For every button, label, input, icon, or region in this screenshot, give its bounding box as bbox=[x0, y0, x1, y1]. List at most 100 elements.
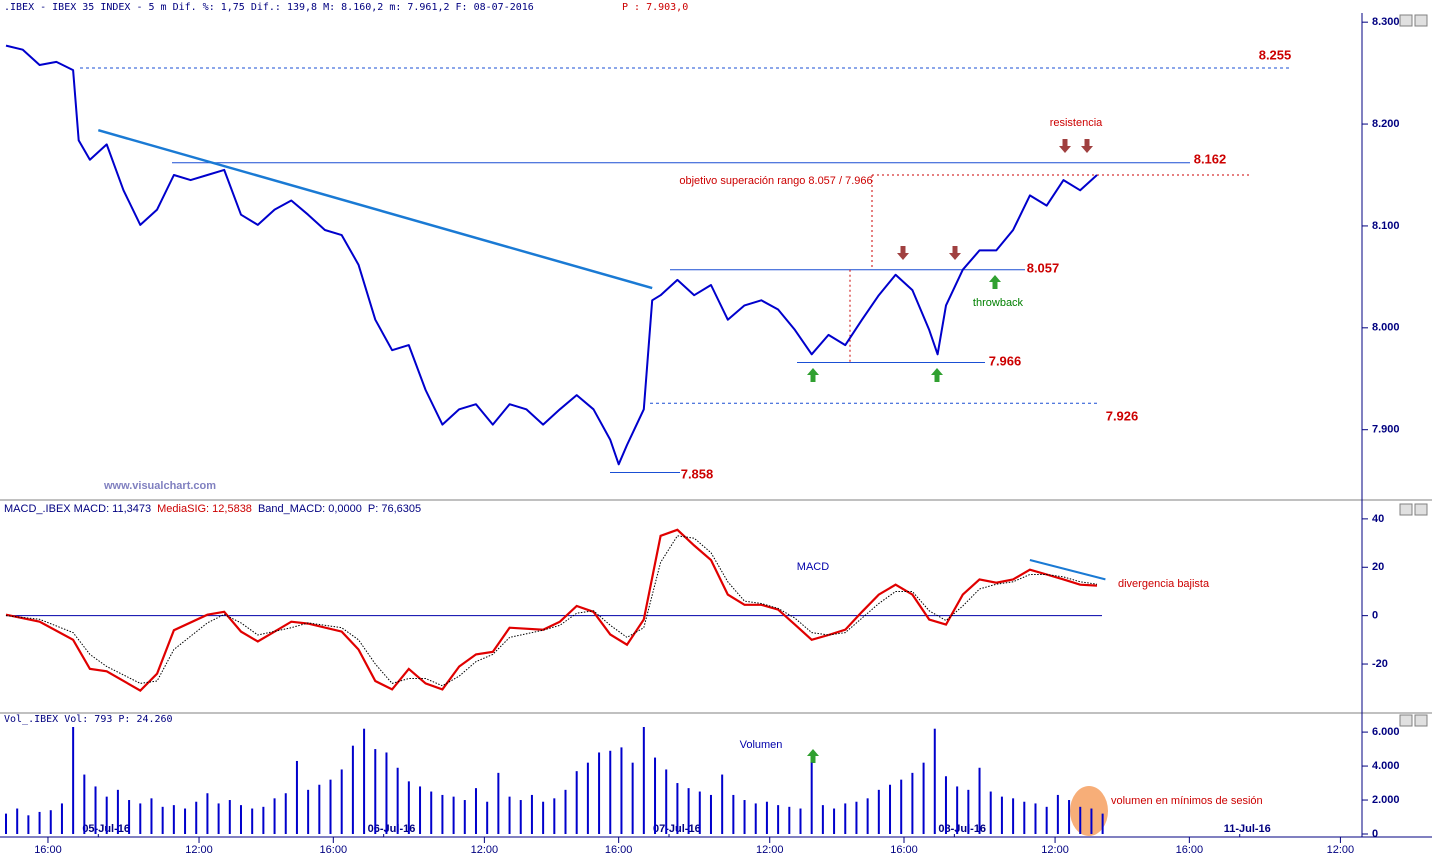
volume-bar bbox=[732, 794, 735, 834]
volume-bar bbox=[508, 796, 511, 834]
volume-bar bbox=[72, 727, 75, 834]
volume-bar bbox=[474, 788, 477, 834]
close-button[interactable] bbox=[1414, 14, 1428, 27]
date-label: 08-Jul-16 bbox=[938, 823, 986, 835]
volume-bar bbox=[295, 760, 298, 834]
volume-bar bbox=[262, 806, 265, 834]
volume-bar bbox=[351, 745, 354, 834]
up-arrow bbox=[931, 368, 943, 382]
volume-bar bbox=[217, 803, 220, 834]
volume-bar bbox=[206, 793, 209, 834]
x-tick-label: 12:00 bbox=[1327, 844, 1355, 856]
volume-bar bbox=[989, 791, 992, 834]
volume-bar bbox=[1012, 798, 1015, 834]
x-tick-label: 16:00 bbox=[605, 844, 633, 856]
minimize-button[interactable] bbox=[1399, 503, 1413, 516]
volume-bar bbox=[620, 747, 623, 834]
volume-bar bbox=[239, 805, 242, 834]
close-button[interactable] bbox=[1414, 503, 1428, 516]
volume-bar bbox=[944, 776, 947, 834]
volume-bar bbox=[1079, 806, 1082, 834]
macd-header: MACD_.IBEX MACD: 11,3473 bbox=[4, 503, 151, 515]
x-tick-label: 12:00 bbox=[471, 844, 499, 856]
volume-bar bbox=[60, 803, 63, 834]
annotation: www.visualchart.com bbox=[103, 480, 216, 492]
level-label: 7.966 bbox=[989, 353, 1022, 368]
volume-bar bbox=[698, 791, 701, 834]
volume-bar bbox=[967, 789, 970, 834]
volume-bar bbox=[586, 762, 589, 834]
volume-bar bbox=[609, 750, 612, 834]
y-tick-label: 8.100 bbox=[1372, 220, 1400, 232]
volume-bar bbox=[128, 800, 131, 834]
volume-bar bbox=[430, 791, 433, 834]
volume-bar bbox=[452, 796, 455, 834]
volume-bar bbox=[821, 805, 824, 834]
volume-bar bbox=[922, 762, 925, 834]
x-tick-label: 16:00 bbox=[1176, 844, 1204, 856]
volume-bar bbox=[38, 811, 41, 834]
volume-bar bbox=[273, 798, 276, 834]
annotation: throwback bbox=[973, 297, 1024, 309]
up-arrow bbox=[807, 749, 819, 763]
volume-bar bbox=[463, 800, 466, 834]
volume-bar bbox=[799, 808, 802, 834]
volume-bar bbox=[754, 803, 757, 834]
volume-bar bbox=[844, 803, 847, 834]
x-tick-label: 12:00 bbox=[756, 844, 784, 856]
y-tick-label: 2.000 bbox=[1372, 794, 1400, 806]
volume-bar bbox=[284, 793, 287, 834]
minimize-button[interactable] bbox=[1399, 714, 1413, 727]
down-arrow bbox=[897, 246, 909, 260]
macd-header: P: 76,6305 bbox=[368, 503, 421, 515]
macd-header: Band_MACD: 0,0000 bbox=[258, 503, 362, 515]
volume-bar bbox=[877, 789, 880, 834]
volume-bar bbox=[1056, 794, 1059, 834]
last-price: P : 7.903,0 bbox=[622, 2, 688, 13]
volume-bar bbox=[1034, 803, 1037, 834]
volume-bar bbox=[83, 774, 86, 834]
volume-bar bbox=[396, 767, 399, 834]
volume-bar bbox=[441, 794, 444, 834]
volume-bar bbox=[598, 752, 601, 834]
volume-bar bbox=[542, 801, 545, 834]
close-button[interactable] bbox=[1414, 714, 1428, 727]
volume-bar bbox=[676, 783, 679, 834]
volume-bar bbox=[1090, 808, 1093, 834]
window-buttons[interactable] bbox=[1399, 14, 1428, 727]
level-label: 7.926 bbox=[1106, 408, 1139, 423]
volume-bar bbox=[743, 800, 746, 834]
y-tick-label: 6.000 bbox=[1372, 726, 1400, 738]
volume-bar bbox=[49, 810, 52, 834]
price-line bbox=[5, 44, 1098, 466]
y-tick-label: 0 bbox=[1372, 828, 1378, 840]
volume-bar bbox=[116, 789, 119, 834]
volume-bar bbox=[810, 762, 813, 834]
volume-bar bbox=[16, 808, 19, 834]
volume-bar bbox=[419, 786, 422, 834]
level-label: 8.255 bbox=[1259, 47, 1292, 62]
volume-bar bbox=[721, 774, 724, 834]
volume-bar bbox=[150, 798, 153, 834]
x-tick-label: 12:00 bbox=[1041, 844, 1069, 856]
volume-bar bbox=[553, 798, 556, 834]
volume-bar bbox=[833, 808, 836, 834]
up-arrow bbox=[989, 275, 1001, 289]
volume-bar bbox=[575, 771, 578, 834]
minimize-button[interactable] bbox=[1399, 14, 1413, 27]
volume-bar bbox=[251, 808, 254, 834]
panel-label: MACD bbox=[797, 561, 829, 573]
volume-bar bbox=[340, 769, 343, 834]
date-label: 11-Jul-16 bbox=[1224, 823, 1271, 835]
y-tick-label: 0 bbox=[1372, 610, 1378, 622]
volume-bar bbox=[1045, 806, 1048, 834]
trend-line bbox=[97, 128, 653, 290]
volume-bar bbox=[642, 727, 645, 834]
level-label: 7.858 bbox=[681, 466, 714, 481]
macd-line bbox=[5, 535, 1098, 687]
x-tick-label: 16:00 bbox=[320, 844, 348, 856]
y-tick-label: 8.300 bbox=[1372, 16, 1400, 28]
volume-bar bbox=[497, 772, 500, 834]
volume-bar bbox=[5, 813, 7, 834]
